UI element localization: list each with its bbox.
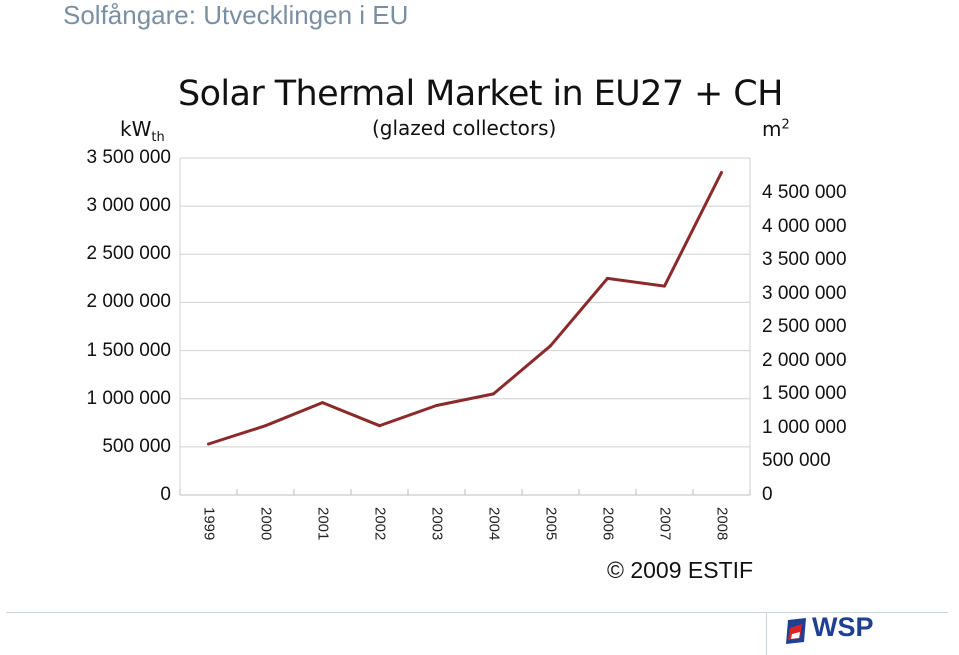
- x-tick-label: 2008: [714, 507, 731, 540]
- footer-divider: [6, 612, 948, 613]
- x-tick-label: 2004: [486, 507, 503, 540]
- y-tick-label: 0: [160, 484, 171, 505]
- copyright-notice: © 2009 ESTIF: [607, 557, 754, 583]
- y-axis-unit: kWth: [120, 117, 165, 145]
- y2-tick-label: 2 000 000: [762, 349, 847, 371]
- x-tick-label: 2006: [600, 507, 617, 540]
- data-point: [321, 401, 324, 405]
- chart-subtitle: (glazed collectors): [372, 116, 557, 140]
- y-tick-label: 1 000 000: [86, 387, 171, 409]
- logo-text: WSP: [812, 612, 874, 642]
- data-point: [720, 170, 723, 174]
- x-tick-label: 1999: [201, 507, 218, 540]
- wsp-logo-icon: [786, 618, 806, 644]
- logo-frame: [766, 612, 959, 655]
- y-tick-label: 500 000: [102, 435, 171, 457]
- y-tick-label: 1 500 000: [86, 339, 171, 361]
- slide-title: Solfångare: Utvecklingen i EU: [63, 0, 409, 30]
- y2-axis-unit: m2: [762, 117, 790, 141]
- x-tick-label: 2005: [543, 507, 560, 540]
- data-point: [378, 424, 381, 428]
- y-tick-label: 3 500 000: [86, 147, 171, 168]
- y2-tick-label: 500 000: [762, 450, 831, 472]
- x-tick-label: 2001: [315, 507, 332, 540]
- data-point: [264, 424, 267, 428]
- y-tick-label: 3 000 000: [86, 195, 171, 217]
- data-point: [435, 403, 438, 407]
- data-point: [492, 392, 495, 396]
- data-point: [207, 442, 210, 446]
- x-tick-label: 2000: [258, 507, 275, 540]
- data-point: [606, 276, 609, 280]
- x-tick-label: 2002: [372, 507, 389, 540]
- y-tick-label: 2 500 000: [86, 243, 171, 265]
- y-tick-label: 2 000 000: [86, 291, 171, 313]
- data-point: [549, 344, 552, 348]
- y2-tick-label: 1 000 000: [762, 416, 847, 438]
- x-tick-label: 2007: [657, 507, 674, 540]
- y2-tick-label: 0: [762, 484, 773, 505]
- x-tick-label: 2003: [429, 507, 446, 540]
- y2-tick-label: 3 500 000: [762, 249, 847, 271]
- data-point: [663, 284, 666, 288]
- chart-title: Solar Thermal Market in EU27 + CH: [178, 74, 783, 114]
- y2-tick-label: 1 500 000: [762, 383, 847, 405]
- series-line: [208, 171, 723, 446]
- y2-tick-label: 4 000 000: [762, 215, 847, 237]
- y2-tick-label: 4 500 000: [762, 182, 847, 203]
- y2-tick-label: 3 000 000: [762, 282, 847, 304]
- y2-tick-label: 2 500 000: [762, 316, 847, 338]
